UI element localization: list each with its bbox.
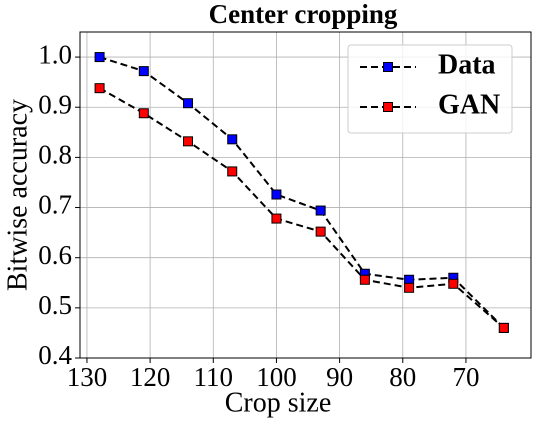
marker xyxy=(138,66,149,77)
legend-label: Data xyxy=(438,49,496,80)
marker xyxy=(271,189,282,200)
marker xyxy=(227,166,238,177)
marker xyxy=(227,134,238,145)
legend-marker xyxy=(383,62,393,72)
marker xyxy=(94,83,105,94)
legend-marker xyxy=(383,102,393,112)
y-tick-label: 0.5 xyxy=(38,290,72,320)
marker xyxy=(315,205,326,216)
x-tick-label: 80 xyxy=(389,362,416,392)
marker xyxy=(315,226,326,237)
marker xyxy=(498,322,509,333)
x-tick-label: 90 xyxy=(326,362,353,392)
chart-title: Center cropping xyxy=(209,0,398,29)
y-tick-label: 0.6 xyxy=(38,240,72,270)
x-tick-label: 110 xyxy=(194,362,234,392)
y-tick-label: 1.0 xyxy=(38,39,72,69)
legend-label: GAN xyxy=(438,89,500,120)
marker xyxy=(448,278,459,289)
x-tick-label: 130 xyxy=(67,362,108,392)
y-tick-label: 0.7 xyxy=(38,190,72,220)
marker xyxy=(94,52,105,63)
marker xyxy=(404,282,415,293)
marker xyxy=(359,274,370,285)
marker xyxy=(183,136,194,147)
y-tick-label: 0.4 xyxy=(38,340,72,370)
series-line xyxy=(99,56,505,329)
y-tick-label: 0.9 xyxy=(38,89,72,119)
plot-frame xyxy=(79,31,532,359)
x-tick-label: 70 xyxy=(452,362,479,392)
series-line xyxy=(99,87,505,329)
marker xyxy=(138,108,149,119)
x-tick-label: 100 xyxy=(256,362,297,392)
x-tick-label: 120 xyxy=(130,362,171,392)
marker xyxy=(271,213,282,224)
y-axis-label: Bitwise accuracy xyxy=(2,99,33,291)
marker xyxy=(183,98,194,109)
y-tick-label: 0.8 xyxy=(38,140,72,170)
x-axis-label: Crop size xyxy=(225,387,332,418)
